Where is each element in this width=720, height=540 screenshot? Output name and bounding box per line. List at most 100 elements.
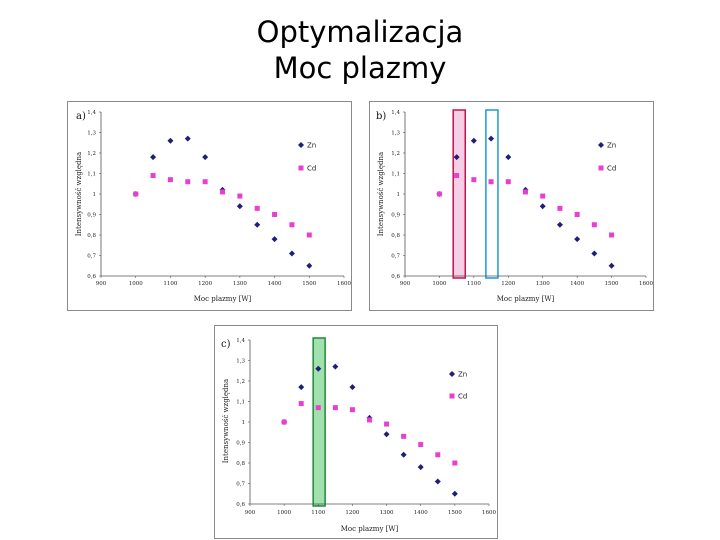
data-point-cd bbox=[505, 179, 511, 185]
data-point-cd bbox=[488, 179, 494, 185]
x-tick-label: 1300 bbox=[380, 510, 394, 516]
legend-marker-zn bbox=[298, 142, 304, 148]
data-point-zn bbox=[236, 203, 243, 210]
data-point-cd bbox=[557, 205, 563, 211]
data-point-cd bbox=[418, 442, 424, 448]
x-tick-label: 1500 bbox=[448, 510, 462, 516]
data-point-zn bbox=[383, 431, 390, 438]
x-tick-label: 1100 bbox=[467, 281, 481, 287]
slide-title: Optymalizacja Moc plazmy bbox=[0, 14, 720, 86]
chart-c-svg: 0,6 0,7 0,8 0,9 1 1,1 1,2 1,3 1,4 900 1000 1100 1200… bbox=[221, 337, 496, 533]
y-axis-label: Intensywność względna bbox=[377, 152, 385, 236]
x-tick-label: 1200 bbox=[501, 281, 515, 287]
y-tick-label: 1,3 bbox=[236, 359, 245, 365]
data-point-zn bbox=[505, 154, 512, 161]
y-tick-label: 0,8 bbox=[391, 233, 400, 239]
data-point-zn bbox=[400, 451, 407, 458]
data-point-cd bbox=[609, 232, 615, 238]
panel-label: b) bbox=[376, 111, 386, 122]
data-point-cd bbox=[591, 222, 597, 228]
legend-marker-zn bbox=[449, 371, 455, 377]
data-point-cd bbox=[384, 421, 390, 427]
data-point-cd bbox=[367, 417, 372, 423]
y-tick-label: 0,6 bbox=[236, 502, 245, 508]
y-tick-label: 1,3 bbox=[87, 131, 96, 137]
y-tick-label: 0,9 bbox=[391, 213, 400, 219]
data-point-zn bbox=[332, 363, 339, 370]
y-tick-label: 0,8 bbox=[87, 233, 96, 239]
y-tick-label: 0,7 bbox=[236, 482, 245, 488]
highlight-band-pink bbox=[452, 109, 466, 279]
x-axis-label: Moc plazmy [W] bbox=[194, 295, 252, 303]
x-tick-label: 1000 bbox=[277, 510, 291, 516]
y-tick-label: 1,2 bbox=[391, 151, 400, 157]
x-tick-label: 1300 bbox=[233, 281, 247, 287]
y-tick-label: 1,4 bbox=[391, 110, 400, 116]
y-axis-label: Intensywność względna bbox=[222, 379, 230, 463]
data-point-zn bbox=[488, 135, 495, 142]
x-tick-label: 1100 bbox=[311, 510, 325, 516]
data-point-cd bbox=[332, 405, 338, 411]
x-axis-label: Moc plazmy [W] bbox=[497, 295, 555, 303]
panel-label: c) bbox=[221, 339, 231, 350]
legend-label-zn: Zn bbox=[307, 142, 316, 150]
data-point-zn bbox=[574, 236, 581, 243]
data-point-cd bbox=[289, 222, 295, 228]
x-tick-label: 1300 bbox=[536, 281, 550, 287]
data-point-cd bbox=[281, 419, 287, 425]
data-point-cd bbox=[306, 232, 312, 238]
data-point-cd bbox=[315, 405, 321, 411]
chart-a-svg: 0,6 0,7 0,8 0,9 1 1,1 1,2 1,3 1,4 900 1000 1100 1200… bbox=[75, 110, 351, 303]
chart-panel-a: 0,6 0,7 0,8 0,9 1 1,1 1,2 1,3 1,4 900 1000 1100 1200… bbox=[67, 101, 352, 311]
x-tick-label: 1600 bbox=[337, 281, 351, 287]
data-point-zn bbox=[271, 236, 278, 243]
x-tick-label: 1200 bbox=[198, 281, 212, 287]
chart-b-svg: 0,6 0,7 0,8 0,9 1 1,1 1,2 1,3 1,4 900 1000 1100 1200… bbox=[376, 109, 653, 303]
x-axis-label: Moc plazmy [W] bbox=[341, 525, 399, 533]
y-tick-label: 0,7 bbox=[391, 254, 400, 260]
data-point-zn bbox=[315, 365, 322, 372]
data-point-cd bbox=[133, 191, 139, 197]
data-point-zn bbox=[434, 478, 441, 485]
x-tick-label: 1000 bbox=[129, 281, 143, 287]
y-tick-label: 1 bbox=[397, 192, 401, 198]
legend-label-cd: Cd bbox=[307, 165, 316, 173]
y-tick-label: 0,7 bbox=[87, 254, 96, 260]
x-tick-label: 1600 bbox=[482, 510, 496, 516]
data-point-cd bbox=[454, 173, 460, 179]
data-point-zn bbox=[417, 464, 424, 471]
data-point-zn bbox=[591, 250, 598, 257]
data-point-zn bbox=[150, 154, 157, 161]
data-point-cd bbox=[574, 212, 580, 217]
x-tick-label: 1400 bbox=[570, 281, 584, 287]
y-axis-label: Intensywność względna bbox=[75, 152, 83, 236]
y-tick-label: 1,4 bbox=[87, 110, 96, 116]
x-tick-label: 900 bbox=[245, 510, 256, 516]
data-point-zn bbox=[453, 154, 460, 161]
y-tick-label: 1 bbox=[93, 192, 97, 198]
legend-marker-cd bbox=[298, 165, 304, 171]
data-point-zn bbox=[184, 135, 191, 142]
data-point-cd bbox=[471, 177, 477, 183]
y-tick-label: 1,2 bbox=[236, 379, 245, 385]
x-tick-label: 1000 bbox=[432, 281, 446, 287]
legend-marker-cd bbox=[449, 393, 455, 399]
data-point-zn bbox=[451, 490, 458, 497]
data-point-zn bbox=[539, 203, 546, 210]
y-tick-label: 0,8 bbox=[236, 461, 245, 467]
data-point-zn bbox=[167, 137, 174, 144]
data-point-cd bbox=[272, 212, 278, 217]
data-point-cd bbox=[254, 205, 260, 211]
y-tick-label: 1,2 bbox=[87, 151, 96, 157]
legend-label-cd: Cd bbox=[607, 165, 616, 173]
x-tick-label: 900 bbox=[400, 281, 411, 287]
data-point-zn bbox=[470, 137, 477, 144]
data-point-cd bbox=[540, 193, 546, 199]
y-tick-label: 1 bbox=[242, 420, 246, 426]
data-point-cd bbox=[150, 173, 156, 179]
legend-label-zn: Zn bbox=[607, 142, 616, 150]
highlight-band-blue bbox=[485, 109, 499, 279]
data-point-zn bbox=[254, 221, 261, 228]
y-tick-label: 0,9 bbox=[87, 213, 96, 219]
y-tick-label: 0,9 bbox=[236, 441, 245, 447]
